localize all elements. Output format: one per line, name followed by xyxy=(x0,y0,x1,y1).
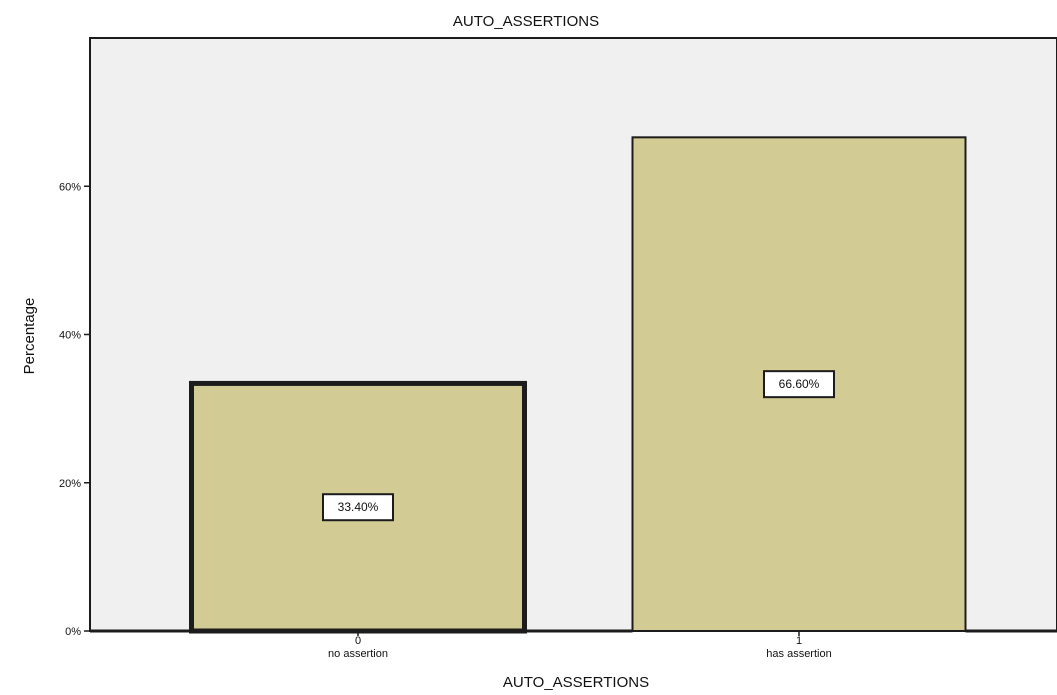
x-tick-code: 0 xyxy=(355,635,361,647)
x-tick-label: has assertion xyxy=(766,648,831,660)
x-axis-title: AUTO_ASSERTIONS xyxy=(503,674,649,691)
data-label: 66.60% xyxy=(779,377,820,391)
x-tick-label: no assertion xyxy=(328,648,388,660)
y-tick-label: 20% xyxy=(59,478,81,490)
y-tick-label: 60% xyxy=(59,181,81,193)
y-tick-label: 0% xyxy=(65,626,81,638)
data-label-box xyxy=(763,370,835,399)
x-tick-code: 1 xyxy=(796,635,802,647)
y-axis-title: Percentage xyxy=(21,298,38,375)
data-label-box xyxy=(322,493,394,522)
data-label: 33.40% xyxy=(338,500,379,514)
y-axis-ticks: 0% 20% 40% 60% xyxy=(59,181,90,638)
data-labels: 33.40% 66.60% xyxy=(322,370,835,522)
y-tick-label: 40% xyxy=(59,330,81,342)
chart-title: AUTO_ASSERTIONS xyxy=(453,13,599,30)
